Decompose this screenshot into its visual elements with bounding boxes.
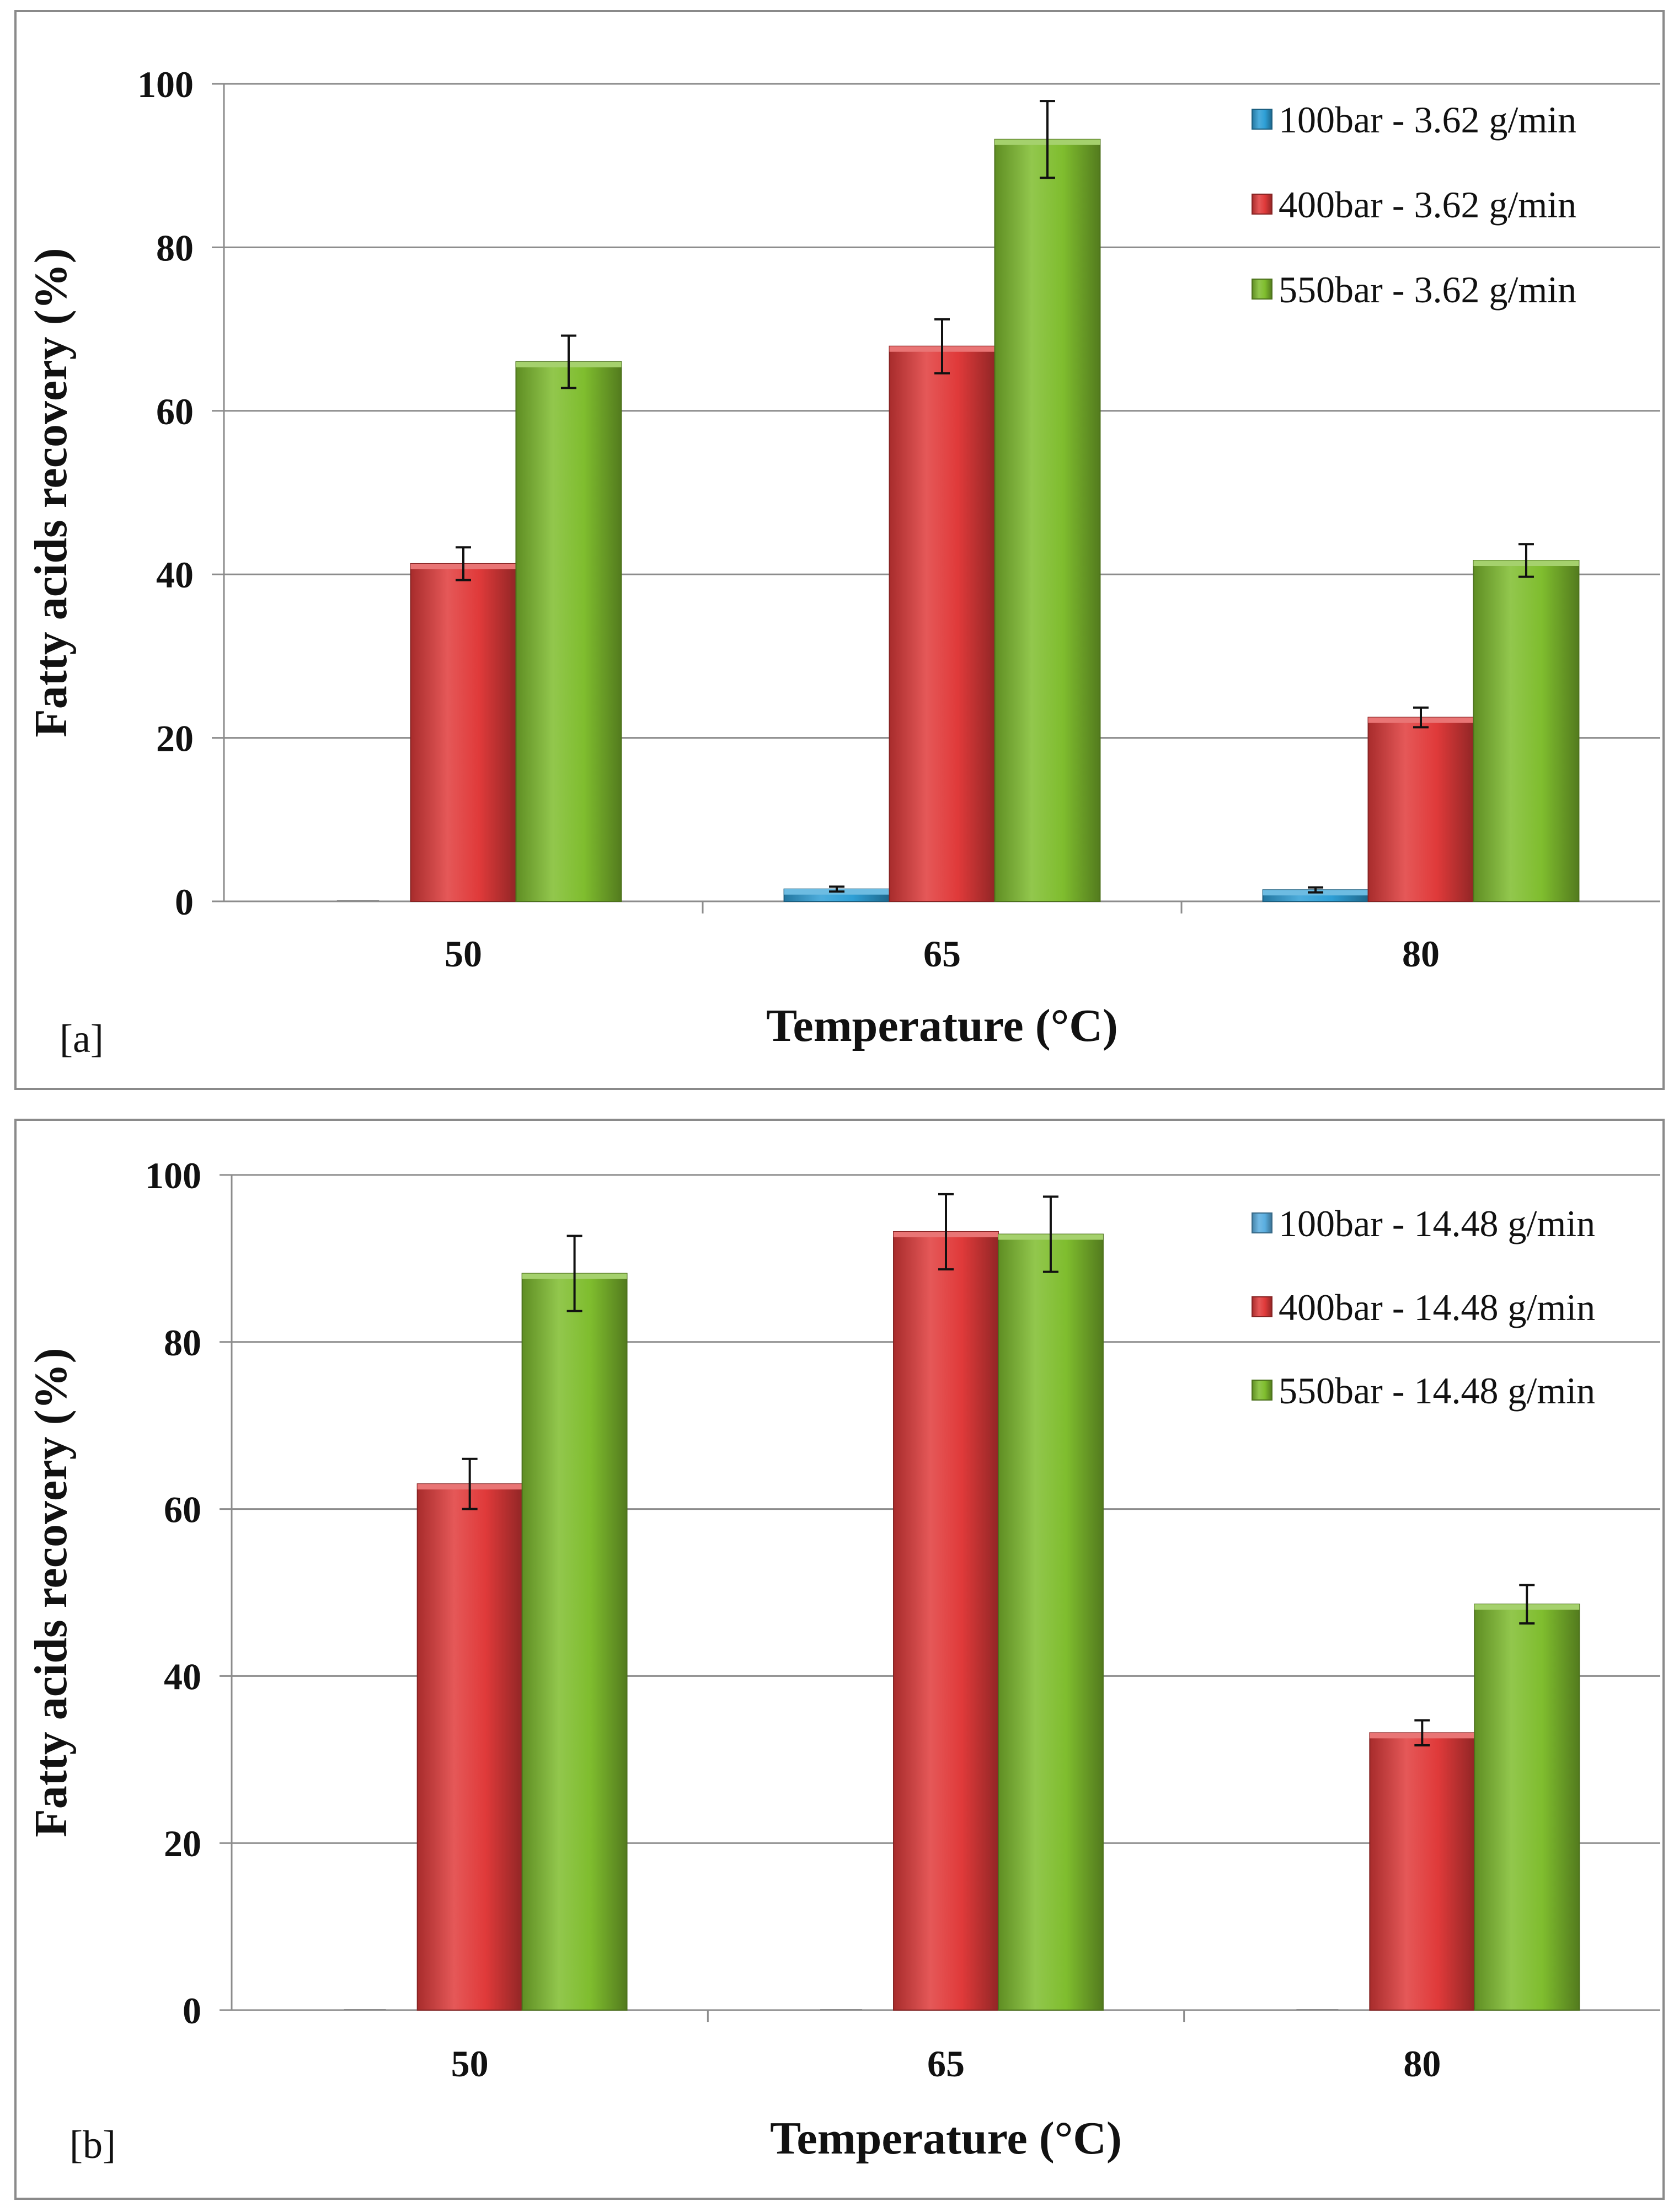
chart-a: 0 20 40 60 80 100 50 65 80 100bar - 3.62 g/min 400…	[25, 63, 1660, 1061]
y-tick-label: 60	[164, 1489, 201, 1531]
bar-2	[416, 1483, 523, 2011]
legend-label: 100bar - 14.48 g/min	[1279, 1203, 1595, 1244]
y-tick-label: 20	[164, 1823, 201, 1864]
x-tick-label: 80	[1402, 933, 1440, 975]
y-tick-label: 100	[145, 1155, 201, 1196]
legend-swatch	[1252, 1212, 1272, 1233]
panel-label: [b]	[69, 2123, 116, 2167]
bar-3	[1474, 1604, 1580, 2011]
legend-label: 550bar - 3.62 g/min	[1279, 269, 1576, 311]
y-tick-label: 40	[164, 1655, 201, 1697]
panel-label: [a]	[60, 1017, 104, 1061]
legend-label: 400bar - 14.48 g/min	[1279, 1286, 1595, 1328]
bar-2	[1367, 717, 1474, 902]
bar-3	[521, 1273, 628, 2011]
legend-swatch	[1252, 1296, 1272, 1317]
bar-2	[410, 563, 517, 902]
bar-3	[515, 361, 622, 902]
chart-b: 0 20 40 60 80 100 50 65 80 100bar - 14.48 g/min 40…	[25, 1155, 1660, 2167]
legend-swatch	[1252, 279, 1272, 300]
bar-3	[997, 1233, 1104, 2011]
chart-panel-b: 0 20 40 60 80 100 50 65 80 100bar - 14.48 g/min 40…	[14, 1119, 1665, 2200]
legend-label: 550bar - 14.48 g/min	[1279, 1370, 1595, 1412]
y-tick-label: 60	[156, 391, 194, 432]
bar-2	[889, 345, 996, 902]
bar-2	[1369, 1732, 1475, 2011]
chart-panel-a: 0 20 40 60 80 100 50 65 80 100bar - 3.62 g/min 400…	[14, 10, 1665, 1090]
x-tick-label: 80	[1403, 2043, 1441, 2085]
y-tick-label: 20	[156, 718, 194, 760]
bar-3	[994, 138, 1101, 902]
legend-label: 100bar - 3.62 g/min	[1279, 99, 1576, 141]
y-tick-label: 0	[183, 1990, 201, 2032]
x-tick-label: 50	[451, 2043, 489, 2085]
y-tick-label: 100	[137, 63, 194, 105]
y-axis-title: Fatty acids recovery (%)	[25, 248, 77, 737]
y-tick-label: 80	[156, 227, 194, 269]
legend-swatch	[1252, 194, 1272, 215]
y-tick-label: 40	[156, 554, 194, 596]
y-tick-label: 80	[164, 1322, 201, 1364]
y-tick-label: 0	[175, 881, 194, 923]
legend-label: 400bar - 3.62 g/min	[1279, 184, 1576, 226]
legend-swatch	[1252, 109, 1272, 130]
legend-swatch	[1252, 1380, 1272, 1401]
x-axis-title: Temperature (°C)	[770, 2113, 1122, 2164]
bar-2	[893, 1231, 999, 2011]
bar-3	[1473, 560, 1580, 902]
x-axis-title: Temperature (°C)	[766, 1000, 1118, 1051]
x-tick-label: 65	[923, 933, 961, 975]
x-tick-label: 50	[445, 933, 482, 975]
x-tick-label: 65	[927, 2043, 965, 2085]
y-axis-title: Fatty acids recovery (%)	[25, 1348, 77, 1837]
